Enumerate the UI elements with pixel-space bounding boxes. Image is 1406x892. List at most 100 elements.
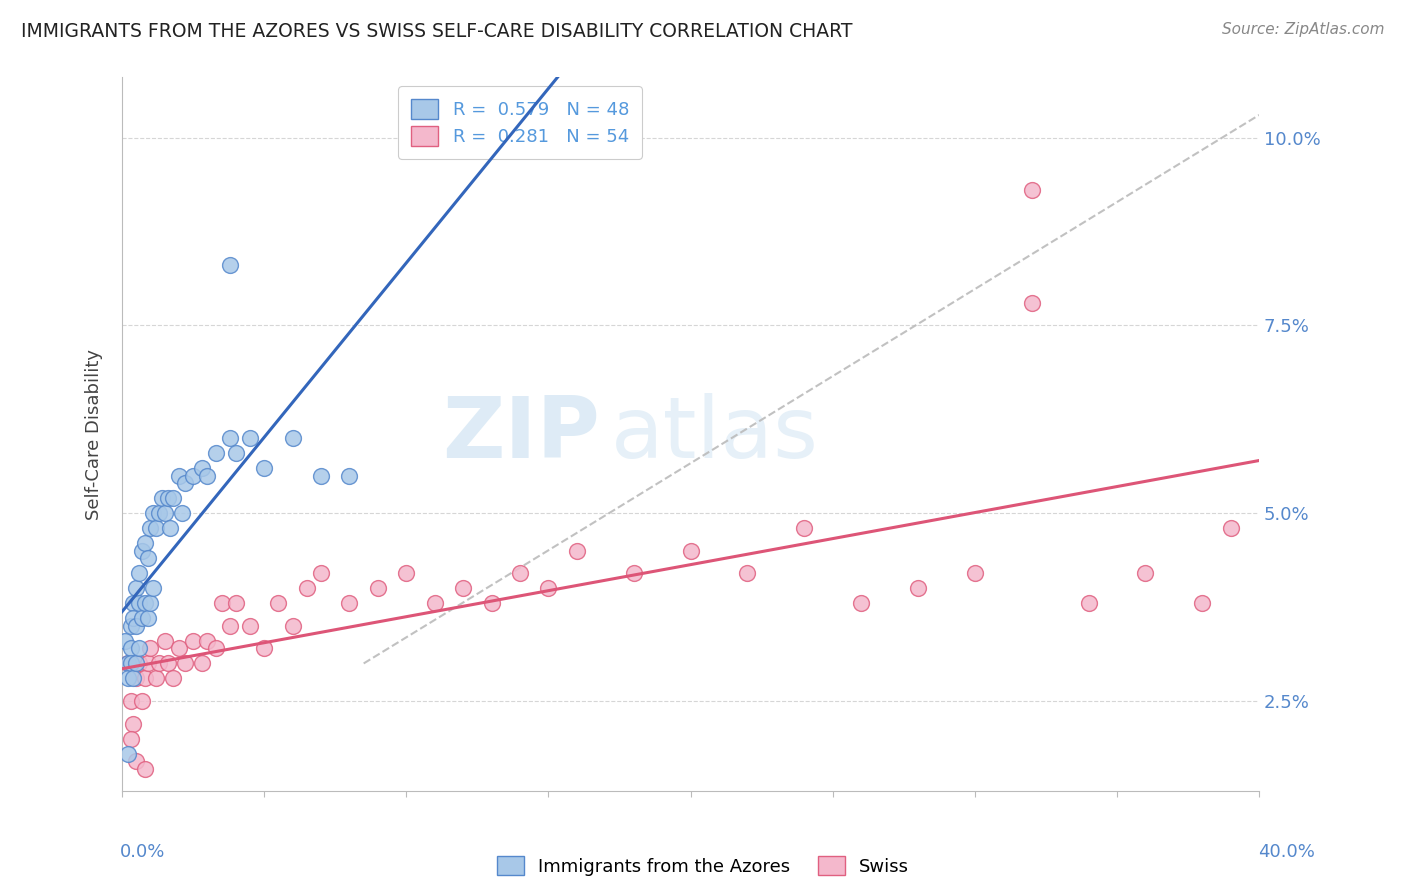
Point bbox=[253, 641, 276, 656]
Point bbox=[167, 468, 190, 483]
Point bbox=[253, 461, 276, 475]
Point bbox=[134, 672, 156, 686]
Point bbox=[139, 521, 162, 535]
Point bbox=[1135, 566, 1157, 581]
Legend: R =  0.579   N = 48, R =  0.281   N = 54: R = 0.579 N = 48, R = 0.281 N = 54 bbox=[398, 87, 641, 159]
Point bbox=[134, 536, 156, 550]
Point bbox=[142, 582, 165, 596]
Point bbox=[423, 596, 446, 610]
Point bbox=[128, 641, 150, 656]
Point bbox=[128, 596, 150, 610]
Text: 0.0%: 0.0% bbox=[120, 843, 165, 861]
Point bbox=[156, 491, 179, 505]
Point bbox=[120, 657, 142, 671]
Point bbox=[239, 619, 262, 633]
Legend: Immigrants from the Azores, Swiss: Immigrants from the Azores, Swiss bbox=[496, 856, 910, 876]
Point bbox=[145, 672, 167, 686]
Point bbox=[267, 596, 290, 610]
Point bbox=[156, 657, 179, 671]
Point bbox=[737, 566, 759, 581]
Point bbox=[281, 431, 304, 445]
Point bbox=[117, 672, 139, 686]
Point bbox=[114, 634, 136, 648]
Point bbox=[134, 596, 156, 610]
Point bbox=[122, 672, 145, 686]
Point bbox=[148, 657, 170, 671]
Point bbox=[125, 754, 148, 768]
Point bbox=[395, 566, 418, 581]
Point bbox=[131, 611, 153, 625]
Point bbox=[339, 596, 361, 610]
Text: 40.0%: 40.0% bbox=[1258, 843, 1315, 861]
Point bbox=[167, 641, 190, 656]
Point bbox=[150, 491, 173, 505]
Point bbox=[190, 461, 212, 475]
Point bbox=[565, 543, 588, 558]
Point bbox=[211, 596, 233, 610]
Point bbox=[309, 566, 332, 581]
Point bbox=[281, 619, 304, 633]
Point bbox=[205, 446, 228, 460]
Point bbox=[190, 657, 212, 671]
Point bbox=[309, 468, 332, 483]
Text: atlas: atlas bbox=[612, 392, 818, 475]
Point bbox=[509, 566, 531, 581]
Point bbox=[142, 506, 165, 520]
Point bbox=[134, 762, 156, 776]
Point bbox=[162, 491, 184, 505]
Point bbox=[1021, 183, 1043, 197]
Point bbox=[623, 566, 645, 581]
Point bbox=[139, 596, 162, 610]
Point bbox=[679, 543, 702, 558]
Point bbox=[131, 694, 153, 708]
Point bbox=[181, 634, 204, 648]
Point bbox=[537, 582, 560, 596]
Point bbox=[117, 657, 139, 671]
Point bbox=[131, 543, 153, 558]
Point bbox=[1077, 596, 1099, 610]
Point bbox=[136, 657, 159, 671]
Point bbox=[159, 521, 181, 535]
Point bbox=[120, 694, 142, 708]
Point bbox=[367, 582, 389, 596]
Point bbox=[219, 431, 242, 445]
Point bbox=[120, 641, 142, 656]
Point bbox=[225, 446, 247, 460]
Point bbox=[122, 716, 145, 731]
Point bbox=[139, 641, 162, 656]
Point bbox=[1191, 596, 1213, 610]
Point bbox=[907, 582, 929, 596]
Point bbox=[173, 476, 195, 491]
Point bbox=[136, 611, 159, 625]
Point bbox=[128, 566, 150, 581]
Point bbox=[793, 521, 815, 535]
Point bbox=[339, 468, 361, 483]
Point bbox=[117, 747, 139, 761]
Point bbox=[145, 521, 167, 535]
Point bbox=[195, 634, 218, 648]
Point bbox=[136, 551, 159, 566]
Point bbox=[219, 258, 242, 272]
Y-axis label: Self-Care Disability: Self-Care Disability bbox=[86, 349, 103, 520]
Point bbox=[181, 468, 204, 483]
Point bbox=[125, 619, 148, 633]
Point bbox=[173, 657, 195, 671]
Point bbox=[205, 641, 228, 656]
Text: Source: ZipAtlas.com: Source: ZipAtlas.com bbox=[1222, 22, 1385, 37]
Point bbox=[122, 596, 145, 610]
Point bbox=[1021, 295, 1043, 310]
Text: ZIP: ZIP bbox=[441, 392, 599, 475]
Point bbox=[219, 619, 242, 633]
Point bbox=[295, 582, 318, 596]
Point bbox=[153, 634, 176, 648]
Point bbox=[170, 506, 193, 520]
Point bbox=[125, 672, 148, 686]
Point bbox=[128, 657, 150, 671]
Point bbox=[849, 596, 872, 610]
Point bbox=[120, 731, 142, 746]
Point bbox=[120, 619, 142, 633]
Point bbox=[153, 506, 176, 520]
Point bbox=[239, 431, 262, 445]
Point bbox=[162, 672, 184, 686]
Point bbox=[148, 506, 170, 520]
